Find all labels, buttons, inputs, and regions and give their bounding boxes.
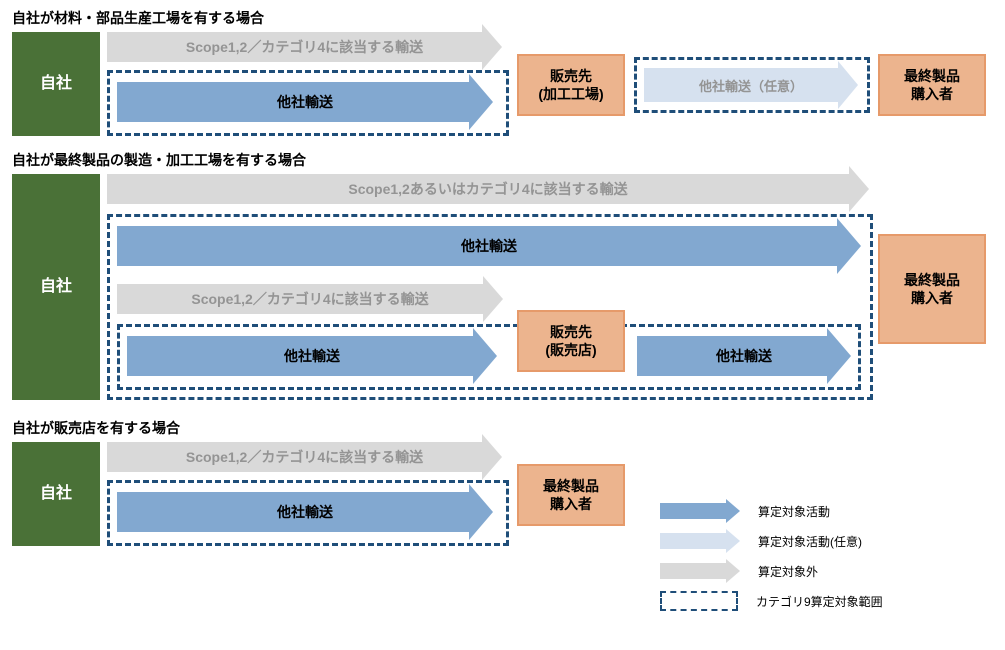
self-label-2: 自社: [40, 277, 72, 298]
sales-dest-label: 販売先(加工工場): [538, 67, 603, 103]
final-buyer-box: 最終製品購入者: [878, 54, 986, 116]
other-transport-bl-label: 他社輸送: [127, 346, 497, 366]
final-buyer-label-3: 最終製品購入者: [543, 477, 599, 513]
legend-item-4: カテゴリ9算定対象範囲: [660, 590, 883, 612]
sales-dest-label-2: 販売先(販売店): [545, 323, 596, 359]
sales-destination-box: 販売先(加工工場): [517, 54, 625, 116]
scope-label-3: Scope1,2／カテゴリ4に該当する輸送: [107, 447, 502, 467]
final-buyer-label: 最終製品購入者: [904, 67, 960, 103]
legend-item-1: 算定対象活動: [660, 500, 883, 522]
sales-destination-box-2: 販売先(販売店): [517, 310, 625, 372]
optional-label: 他社輸送（任意）: [644, 76, 858, 95]
legend-text-1: 算定対象活動: [758, 503, 830, 520]
scope-arrow-grey: Scope1,2／カテゴリ4に該当する輸送: [107, 32, 502, 62]
legend-lightblue-arrow-icon: [660, 533, 740, 549]
legend-dashed-icon: [660, 591, 738, 611]
legend: 算定対象活動 算定対象活動(任意) 算定対象外 カテゴリ9算定対象範囲: [660, 500, 883, 620]
legend-item-2: 算定対象活動(任意): [660, 530, 883, 552]
legend-grey-arrow-icon: [660, 563, 740, 579]
self-company-box-2: 自社: [12, 174, 100, 400]
self-label: 自社: [40, 74, 72, 95]
other-transport-label: 他社輸送: [117, 92, 493, 112]
legend-text-3: 算定対象外: [758, 563, 818, 580]
legend-text-2: 算定対象活動(任意): [758, 533, 862, 550]
section-1-title: 自社が材料・部品生産工場を有する場合: [12, 8, 993, 28]
section-1: 自社が材料・部品生産工場を有する場合 自社 Scope1,2／カテゴリ4に該当す…: [12, 8, 993, 138]
other-transport-bottom-right-arrow: 他社輸送: [637, 336, 851, 376]
final-buyer-label-2: 最終製品購入者: [904, 271, 960, 307]
legend-text-4: カテゴリ9算定対象範囲: [756, 593, 883, 610]
scope-arrow-grey-3: Scope1,2／カテゴリ4に該当する輸送: [107, 442, 502, 472]
other-transport-top-arrow: 他社輸送: [117, 226, 861, 266]
section-3-title: 自社が販売店を有する場合: [12, 418, 993, 438]
self-label-3: 自社: [40, 484, 72, 505]
section-2: 自社が最終製品の製造・加工工場を有する場合 自社 Scope1,2あるいはカテゴ…: [12, 150, 993, 406]
optional-transport-arrow: 他社輸送（任意）: [644, 68, 858, 102]
legend-blue-arrow-icon: [660, 503, 740, 519]
other-transport-top-label: 他社輸送: [117, 236, 861, 256]
final-buyer-box-3: 最終製品購入者: [517, 464, 625, 526]
other-transport-arrow: 他社輸送: [117, 82, 493, 122]
other-transport-label-3: 他社輸送: [117, 502, 493, 522]
scope-bottom-label: Scope1,2／カテゴリ4に該当する輸送: [117, 289, 503, 309]
scope-label: Scope1,2／カテゴリ4に該当する輸送: [107, 37, 502, 57]
other-transport-bottom-left-arrow: 他社輸送: [127, 336, 497, 376]
final-buyer-box-2: 最終製品購入者: [878, 234, 986, 344]
scope-top-label: Scope1,2あるいはカテゴリ4に該当する輸送: [107, 179, 869, 199]
legend-item-3: 算定対象外: [660, 560, 883, 582]
scope-arrow-grey-bottom: Scope1,2／カテゴリ4に該当する輸送: [117, 284, 503, 314]
section-2-title: 自社が最終製品の製造・加工工場を有する場合: [12, 150, 993, 170]
self-company-box: 自社: [12, 32, 100, 136]
other-transport-arrow-3: 他社輸送: [117, 492, 493, 532]
scope-arrow-grey-top: Scope1,2あるいはカテゴリ4に該当する輸送: [107, 174, 869, 204]
self-company-box-3: 自社: [12, 442, 100, 546]
other-transport-br-label: 他社輸送: [637, 346, 851, 366]
